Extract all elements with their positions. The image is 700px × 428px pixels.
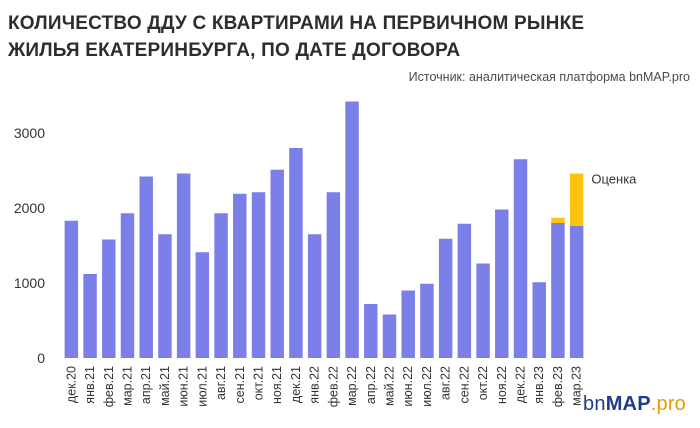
bar-actual (476, 263, 490, 358)
y-tick-label: 3000 (14, 125, 45, 141)
x-tick-label: фев.21 (102, 366, 116, 407)
x-tick-label: май.22 (383, 366, 397, 406)
bar-actual (233, 193, 247, 358)
bar-estimate (551, 217, 565, 223)
x-tick-label: фев.23 (551, 366, 565, 407)
x-tick-label: июн.22 (401, 366, 415, 407)
bar-actual (251, 192, 266, 358)
bar-actual (83, 274, 97, 358)
bnmap-logo: bnMAP.pro (583, 393, 686, 415)
x-tick-label: ноя.22 (495, 366, 509, 404)
x-tick-label: сен.21 (233, 366, 247, 404)
bar-actual (120, 213, 135, 358)
x-tick-label: окт.21 (252, 366, 266, 400)
x-tick-label: янв.22 (308, 366, 322, 404)
x-tick-label: янв.21 (83, 366, 97, 404)
bar-actual (195, 252, 210, 358)
source-note: Источник: аналитическая платформа bnMAP.… (408, 70, 690, 84)
x-tick-label: июн.21 (177, 366, 191, 407)
bar-actual (102, 239, 116, 358)
x-tick-label: дек.21 (289, 366, 303, 403)
bar-actual (270, 169, 284, 358)
x-tick-label: сен.22 (457, 366, 471, 404)
bar-actual (382, 314, 397, 358)
bar-actual (420, 283, 434, 358)
x-tick-label: янв.23 (532, 366, 546, 404)
x-tick-label: окт.22 (476, 366, 490, 400)
bar-estimate (569, 173, 584, 226)
bar-actual (364, 304, 378, 358)
bar-actual (345, 101, 359, 358)
x-tick-label: апр.22 (364, 366, 378, 404)
x-tick-label: апр.21 (139, 366, 153, 404)
bar-actual (289, 148, 303, 358)
y-tick-label: 0 (37, 350, 45, 366)
estimate-label: Оценка (591, 172, 637, 187)
x-tick-label: мар.23 (570, 366, 584, 406)
bar-actual (64, 220, 79, 358)
bar-actual (495, 209, 509, 358)
x-tick-label: авг.21 (214, 366, 228, 400)
x-tick-label: июл.21 (195, 366, 209, 407)
x-tick-label: май.21 (158, 366, 172, 406)
bar-actual (438, 238, 453, 358)
bar-actual (457, 223, 472, 358)
x-tick-label: мар.21 (121, 366, 135, 406)
bar-actual (214, 213, 228, 358)
bar-actual (326, 192, 341, 358)
bar-actual (158, 234, 172, 358)
bar-actual (176, 173, 191, 358)
bar-actual (307, 234, 322, 358)
x-tick-label: ноя.21 (270, 366, 284, 404)
chart-title: КОЛИЧЕСТВО ДДУ С КВАРТИРАМИ НА ПЕРВИЧНОМ… (8, 13, 585, 61)
bar-actual (551, 223, 565, 358)
bar-actual (401, 290, 415, 358)
x-tick-label: июл.22 (420, 366, 434, 407)
x-tick-label: дек.20 (64, 366, 78, 403)
x-tick-label: дек.22 (514, 366, 528, 403)
x-tick-label: фев.22 (326, 366, 340, 407)
y-tick-label: 2000 (14, 200, 45, 216)
x-tick-label: мар.22 (345, 366, 359, 406)
bar-actual (532, 282, 546, 358)
bar-actual (513, 159, 528, 358)
x-tick-label: авг.22 (439, 366, 453, 400)
bar-actual (569, 226, 584, 358)
y-tick-label: 1000 (14, 275, 45, 291)
bar-actual (139, 176, 153, 358)
